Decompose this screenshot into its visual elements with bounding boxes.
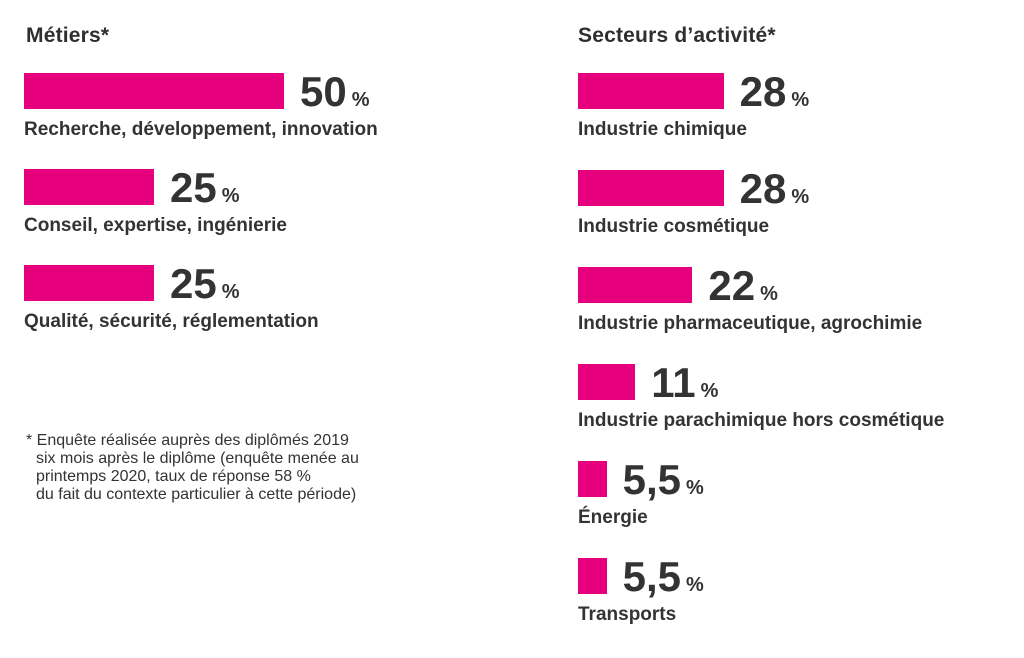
bar xyxy=(578,558,607,594)
value-label: 5,5% xyxy=(623,556,704,606)
value-number: 50 xyxy=(300,68,347,115)
value-label: 25% xyxy=(170,167,240,217)
value-label: 11% xyxy=(651,362,718,412)
value-label: 5,5% xyxy=(623,459,704,509)
value-label: 25% xyxy=(170,263,240,313)
category-label: Qualité, sécurité, réglementation xyxy=(24,311,319,332)
category-label: Recherche, développement, innovation xyxy=(24,119,378,140)
category-label: Industrie cosmétique xyxy=(578,216,770,237)
value-number: 5,5 xyxy=(622,456,681,503)
value-number: 5,5 xyxy=(622,553,681,600)
category-label: Transports xyxy=(578,604,677,625)
value-number: 28 xyxy=(739,165,787,212)
bar xyxy=(24,169,154,205)
value-number: 25 xyxy=(170,260,217,307)
value-unit: % xyxy=(791,89,810,111)
footnote-line: * Enquête réalisée auprès des diplômés 2… xyxy=(26,432,349,449)
value-label: 22% xyxy=(708,265,778,315)
value-unit: % xyxy=(685,574,704,596)
bar xyxy=(24,265,154,301)
secteurs-title: Secteurs d’activité* xyxy=(578,24,776,47)
value-unit: % xyxy=(351,89,370,111)
value-number: 11 xyxy=(651,359,696,406)
metiers-title: Métiers* xyxy=(26,24,110,47)
bar xyxy=(578,170,724,206)
category-label: Énergie xyxy=(578,507,648,528)
category-label: Industrie chimique xyxy=(578,119,747,140)
value-number: 25 xyxy=(170,164,217,211)
footnote-line: six mois après le diplôme (enquête menée… xyxy=(36,450,359,467)
value-unit: % xyxy=(700,380,719,402)
footnote-line: du fait du contexte particulier à cette … xyxy=(36,486,357,503)
bar xyxy=(578,267,693,303)
value-label: 28% xyxy=(740,71,810,121)
bar xyxy=(578,461,607,497)
value-unit: % xyxy=(760,283,778,305)
bar xyxy=(578,73,724,109)
bar xyxy=(24,73,284,109)
value-label: 50% xyxy=(300,71,370,121)
bar xyxy=(578,364,636,400)
value-number: 28 xyxy=(739,68,787,115)
category-label: Industrie pharmaceutique, agrochimie xyxy=(578,313,923,334)
footnote-line: printemps 2020, taux de réponse 58 % xyxy=(36,468,311,485)
value-label: 28% xyxy=(740,168,810,218)
value-number: 22 xyxy=(708,262,756,309)
value-unit: % xyxy=(221,281,240,303)
value-unit: % xyxy=(791,186,810,208)
category-label: Industrie parachimique hors cosmétique xyxy=(578,410,945,431)
value-unit: % xyxy=(685,477,704,499)
category-label: Conseil, expertise, ingénierie xyxy=(24,215,287,236)
survey-footnote: * Enquête réalisée auprès des diplômés 2… xyxy=(26,432,446,504)
value-unit: % xyxy=(221,185,240,207)
